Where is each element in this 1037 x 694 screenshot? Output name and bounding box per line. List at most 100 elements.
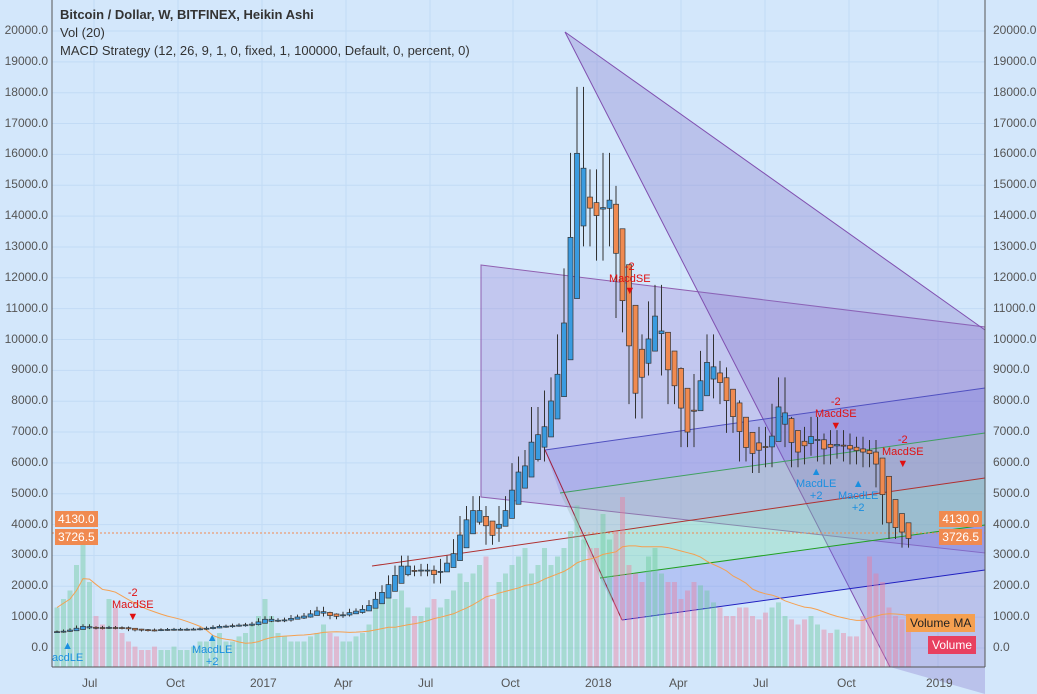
- volume-bar: [347, 641, 352, 667]
- volume-bar: [119, 633, 125, 667]
- candle-body: [327, 612, 333, 616]
- candle-body: [691, 409, 697, 412]
- volume-bar: [561, 548, 567, 667]
- candle-body: [80, 626, 86, 630]
- volume-bar: [828, 633, 833, 667]
- volume-bar: [893, 616, 898, 667]
- volume-bar: [490, 599, 495, 667]
- volume-bar: [847, 636, 853, 667]
- candle-body: [353, 610, 359, 615]
- volume-bar: [821, 629, 827, 667]
- candle-body: [86, 626, 93, 629]
- volume-bar: [659, 573, 664, 667]
- volume-bar: [197, 641, 203, 667]
- price-tick: 0.0: [31, 640, 48, 654]
- volume-bar: [522, 548, 528, 667]
- pitchfork-mid-lower: [580, 478, 985, 578]
- candle-body: [132, 627, 138, 631]
- pitchfork-line: [621, 569, 986, 621]
- volume-bar: [750, 616, 755, 667]
- candle-body: [613, 203, 619, 254]
- volume-bar: [730, 616, 736, 667]
- time-tick: 2018: [585, 676, 612, 690]
- volume-bar: [516, 556, 521, 667]
- candle-body: [457, 534, 463, 561]
- candle-body: [593, 202, 600, 216]
- volume-bar: [646, 556, 651, 667]
- price-tick: 4000.0: [11, 516, 48, 531]
- candle-body: [366, 605, 372, 612]
- volume-bar: [685, 590, 690, 667]
- price-tick: 18000.0: [993, 84, 1037, 99]
- candle-body: [242, 624, 249, 627]
- candle-body: [54, 631, 60, 633]
- strategy-indicator[interactable]: MACD Strategy (12, 26, 9, 1, 0, fixed, 1…: [60, 43, 470, 58]
- candle-body: [873, 451, 879, 465]
- candle-body: [489, 520, 496, 536]
- volume-bar: [100, 624, 105, 667]
- candle-body: [574, 152, 580, 299]
- price-tick: 7000.0: [993, 424, 1030, 439]
- volume-bar: [275, 633, 281, 667]
- candle-body: [535, 434, 541, 460]
- signal-qty: +2: [205, 656, 219, 668]
- volume-bar: [145, 650, 151, 667]
- candle-body: [749, 431, 756, 454]
- price-tick: 15000.0: [993, 177, 1037, 192]
- volume-bar: [464, 582, 469, 667]
- candle-body: [632, 304, 639, 394]
- left-price-last: 3726.5: [55, 529, 98, 545]
- volume-bar: [282, 636, 287, 667]
- pitchfork-fan[interactable]: [565, 32, 985, 694]
- candle-body: [463, 519, 470, 549]
- candle-body: [645, 338, 652, 364]
- candle-body: [697, 380, 704, 412]
- candle-body: [190, 628, 197, 631]
- volume-bar: [139, 650, 144, 667]
- candle-body: [509, 489, 515, 519]
- pitchfork-handle: [544, 449, 623, 621]
- volume-bar: [230, 641, 235, 667]
- volume-bar: [165, 650, 170, 667]
- candle-body: [866, 450, 873, 454]
- price-tick: 14000.0: [993, 208, 1037, 223]
- candle-body: [639, 348, 645, 378]
- volume-bar: [217, 633, 222, 667]
- candle-body: [307, 613, 314, 618]
- right-price-high: 4130.0: [939, 511, 982, 527]
- candle-body: [99, 627, 106, 629]
- candle-body: [236, 624, 242, 627]
- volume-bar: [607, 539, 612, 667]
- volume-bar: [308, 636, 313, 667]
- candle-body: [398, 565, 405, 584]
- volume-bar: [301, 641, 307, 667]
- volume-bar: [451, 590, 456, 667]
- signal-long-0: ▲ acdLE: [52, 640, 83, 664]
- volume-indicator[interactable]: Vol (20): [60, 25, 105, 40]
- arrow-up-icon: ▲: [810, 466, 822, 478]
- volume-bar: [717, 607, 723, 667]
- volume-bar: [412, 616, 417, 667]
- candle-body: [619, 228, 626, 302]
- candle-body: [171, 628, 177, 631]
- time-tick: Apr: [334, 676, 353, 690]
- candle-body: [554, 373, 561, 420]
- volume-bar: [854, 636, 859, 667]
- arrow-down-icon: ▼: [127, 611, 139, 623]
- candle-body: [372, 598, 379, 609]
- volume-bar: [457, 573, 463, 667]
- volume-bar: [334, 636, 339, 667]
- pitchfork-lower: [600, 525, 985, 620]
- arrow-down-icon: ▼: [624, 285, 636, 297]
- volume-bar: [535, 565, 541, 667]
- volume-bar: [594, 548, 599, 667]
- price-tick: 10000.0: [993, 331, 1037, 346]
- candle-body: [899, 513, 905, 533]
- signal-label: MacdLE: [192, 644, 233, 656]
- price-tick: 1000.0: [993, 609, 1030, 624]
- symbol-title[interactable]: Bitcoin / Dollar, W, BITFINEX, Heikin As…: [60, 7, 314, 22]
- arrow-down-icon: ▼: [897, 458, 909, 470]
- pitchfork-line: [599, 524, 986, 579]
- volume-bar: [444, 599, 450, 667]
